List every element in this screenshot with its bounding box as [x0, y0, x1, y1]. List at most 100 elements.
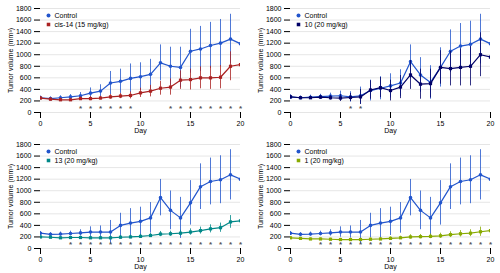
svg-text:1600: 1600	[16, 152, 32, 159]
svg-text:*: *	[129, 104, 133, 113]
svg-text:*: *	[359, 240, 363, 249]
svg-text:*: *	[239, 104, 243, 113]
svg-text:1600: 1600	[266, 16, 282, 23]
svg-text:Day: Day	[384, 127, 397, 135]
svg-text:20: 20	[237, 120, 245, 127]
svg-text:*: *	[169, 104, 173, 113]
svg-text:1400: 1400	[266, 164, 282, 171]
svg-text:15: 15	[187, 120, 195, 127]
svg-text:1400: 1400	[16, 28, 32, 35]
svg-text:1200: 1200	[266, 175, 282, 182]
svg-text:*: *	[439, 240, 443, 249]
svg-text:*: *	[119, 104, 123, 113]
svg-text:*: *	[89, 104, 93, 113]
svg-text:1800: 1800	[16, 141, 32, 148]
svg-text:*: *	[109, 104, 113, 113]
svg-text:*: *	[419, 240, 423, 249]
svg-text:600: 600	[270, 74, 282, 81]
svg-text:1600: 1600	[266, 152, 282, 159]
svg-text:*: *	[169, 240, 173, 249]
svg-text:200: 200	[20, 233, 32, 240]
svg-text:200: 200	[20, 97, 32, 104]
svg-text:1200: 1200	[266, 39, 282, 46]
svg-text:*: *	[459, 240, 463, 249]
svg-text:*: *	[389, 240, 393, 249]
svg-text:1400: 1400	[266, 28, 282, 35]
svg-text:15: 15	[437, 256, 445, 263]
svg-text:*: *	[469, 240, 473, 249]
svg-text:1000: 1000	[16, 51, 32, 58]
svg-text:10 (20 mg/kg): 10 (20 mg/kg)	[305, 21, 348, 29]
svg-text:*: *	[319, 240, 323, 249]
svg-text:Tumor volume (mm³): Tumor volume (mm³)	[257, 28, 265, 93]
svg-text:0: 0	[39, 256, 43, 263]
svg-text:0: 0	[289, 120, 293, 127]
svg-text:1800: 1800	[266, 5, 282, 12]
svg-text:*: *	[99, 240, 103, 249]
svg-text:1400: 1400	[16, 164, 32, 171]
svg-text:*: *	[189, 104, 193, 113]
svg-text:*: *	[69, 240, 73, 249]
svg-text:cis-14 (15 mg/kg): cis-14 (15 mg/kg)	[55, 21, 109, 29]
svg-text:200: 200	[270, 97, 282, 104]
svg-text:1000: 1000	[16, 187, 32, 194]
svg-text:400: 400	[270, 86, 282, 93]
svg-text:800: 800	[270, 199, 282, 206]
svg-text:*: *	[329, 240, 333, 249]
svg-text:*: *	[179, 104, 183, 113]
svg-text:*: *	[159, 240, 163, 249]
svg-text:*: *	[339, 240, 343, 249]
svg-text:*: *	[229, 104, 233, 113]
svg-text:0: 0	[289, 256, 293, 263]
svg-text:13 (20 mg/kg): 13 (20 mg/kg)	[55, 157, 98, 165]
svg-text:*: *	[219, 240, 223, 249]
svg-text:*: *	[369, 240, 373, 249]
svg-text:*: *	[209, 240, 213, 249]
svg-text:1 (20 mg/kg): 1 (20 mg/kg)	[305, 157, 344, 165]
svg-text:1000: 1000	[266, 187, 282, 194]
svg-text:20: 20	[487, 120, 495, 127]
svg-text:400: 400	[20, 86, 32, 93]
svg-text:Control: Control	[305, 12, 328, 19]
svg-text:*: *	[379, 240, 383, 249]
svg-text:*: *	[139, 240, 143, 249]
svg-text:800: 800	[20, 63, 32, 70]
svg-text:20: 20	[237, 256, 245, 263]
svg-text:800: 800	[270, 63, 282, 70]
svg-text:400: 400	[270, 222, 282, 229]
svg-text:*: *	[109, 240, 113, 249]
svg-text:Day: Day	[384, 263, 397, 271]
svg-text:*: *	[79, 240, 83, 249]
svg-text:*: *	[99, 104, 103, 113]
svg-text:0: 0	[28, 245, 32, 252]
svg-text:1200: 1200	[16, 175, 32, 182]
svg-text:*: *	[119, 240, 123, 249]
svg-text:*: *	[399, 240, 403, 249]
svg-text:*: *	[479, 240, 483, 249]
svg-text:5: 5	[89, 256, 93, 263]
svg-text:Tumor volume (mm³): Tumor volume (mm³)	[7, 28, 15, 93]
svg-text:0: 0	[39, 120, 43, 127]
svg-text:Control: Control	[55, 12, 78, 19]
svg-text:Control: Control	[55, 148, 78, 155]
svg-text:Control: Control	[305, 148, 328, 155]
svg-text:*: *	[409, 240, 413, 249]
svg-text:5: 5	[339, 120, 343, 127]
svg-text:600: 600	[20, 210, 32, 217]
svg-text:*: *	[239, 240, 243, 249]
svg-text:20: 20	[487, 256, 495, 263]
svg-text:*: *	[359, 104, 363, 113]
svg-text:1000: 1000	[266, 51, 282, 58]
svg-text:15: 15	[437, 120, 445, 127]
svg-text:Tumor volume (mm³): Tumor volume (mm³)	[257, 164, 265, 229]
svg-text:15: 15	[187, 256, 195, 263]
svg-text:*: *	[209, 104, 213, 113]
svg-text:*: *	[219, 104, 223, 113]
svg-text:Tumor volume (mm³): Tumor volume (mm³)	[7, 164, 15, 229]
svg-text:5: 5	[89, 120, 93, 127]
svg-text:600: 600	[270, 210, 282, 217]
svg-text:Day: Day	[134, 127, 147, 135]
svg-text:600: 600	[20, 74, 32, 81]
svg-text:*: *	[199, 104, 203, 113]
svg-text:*: *	[349, 104, 353, 113]
